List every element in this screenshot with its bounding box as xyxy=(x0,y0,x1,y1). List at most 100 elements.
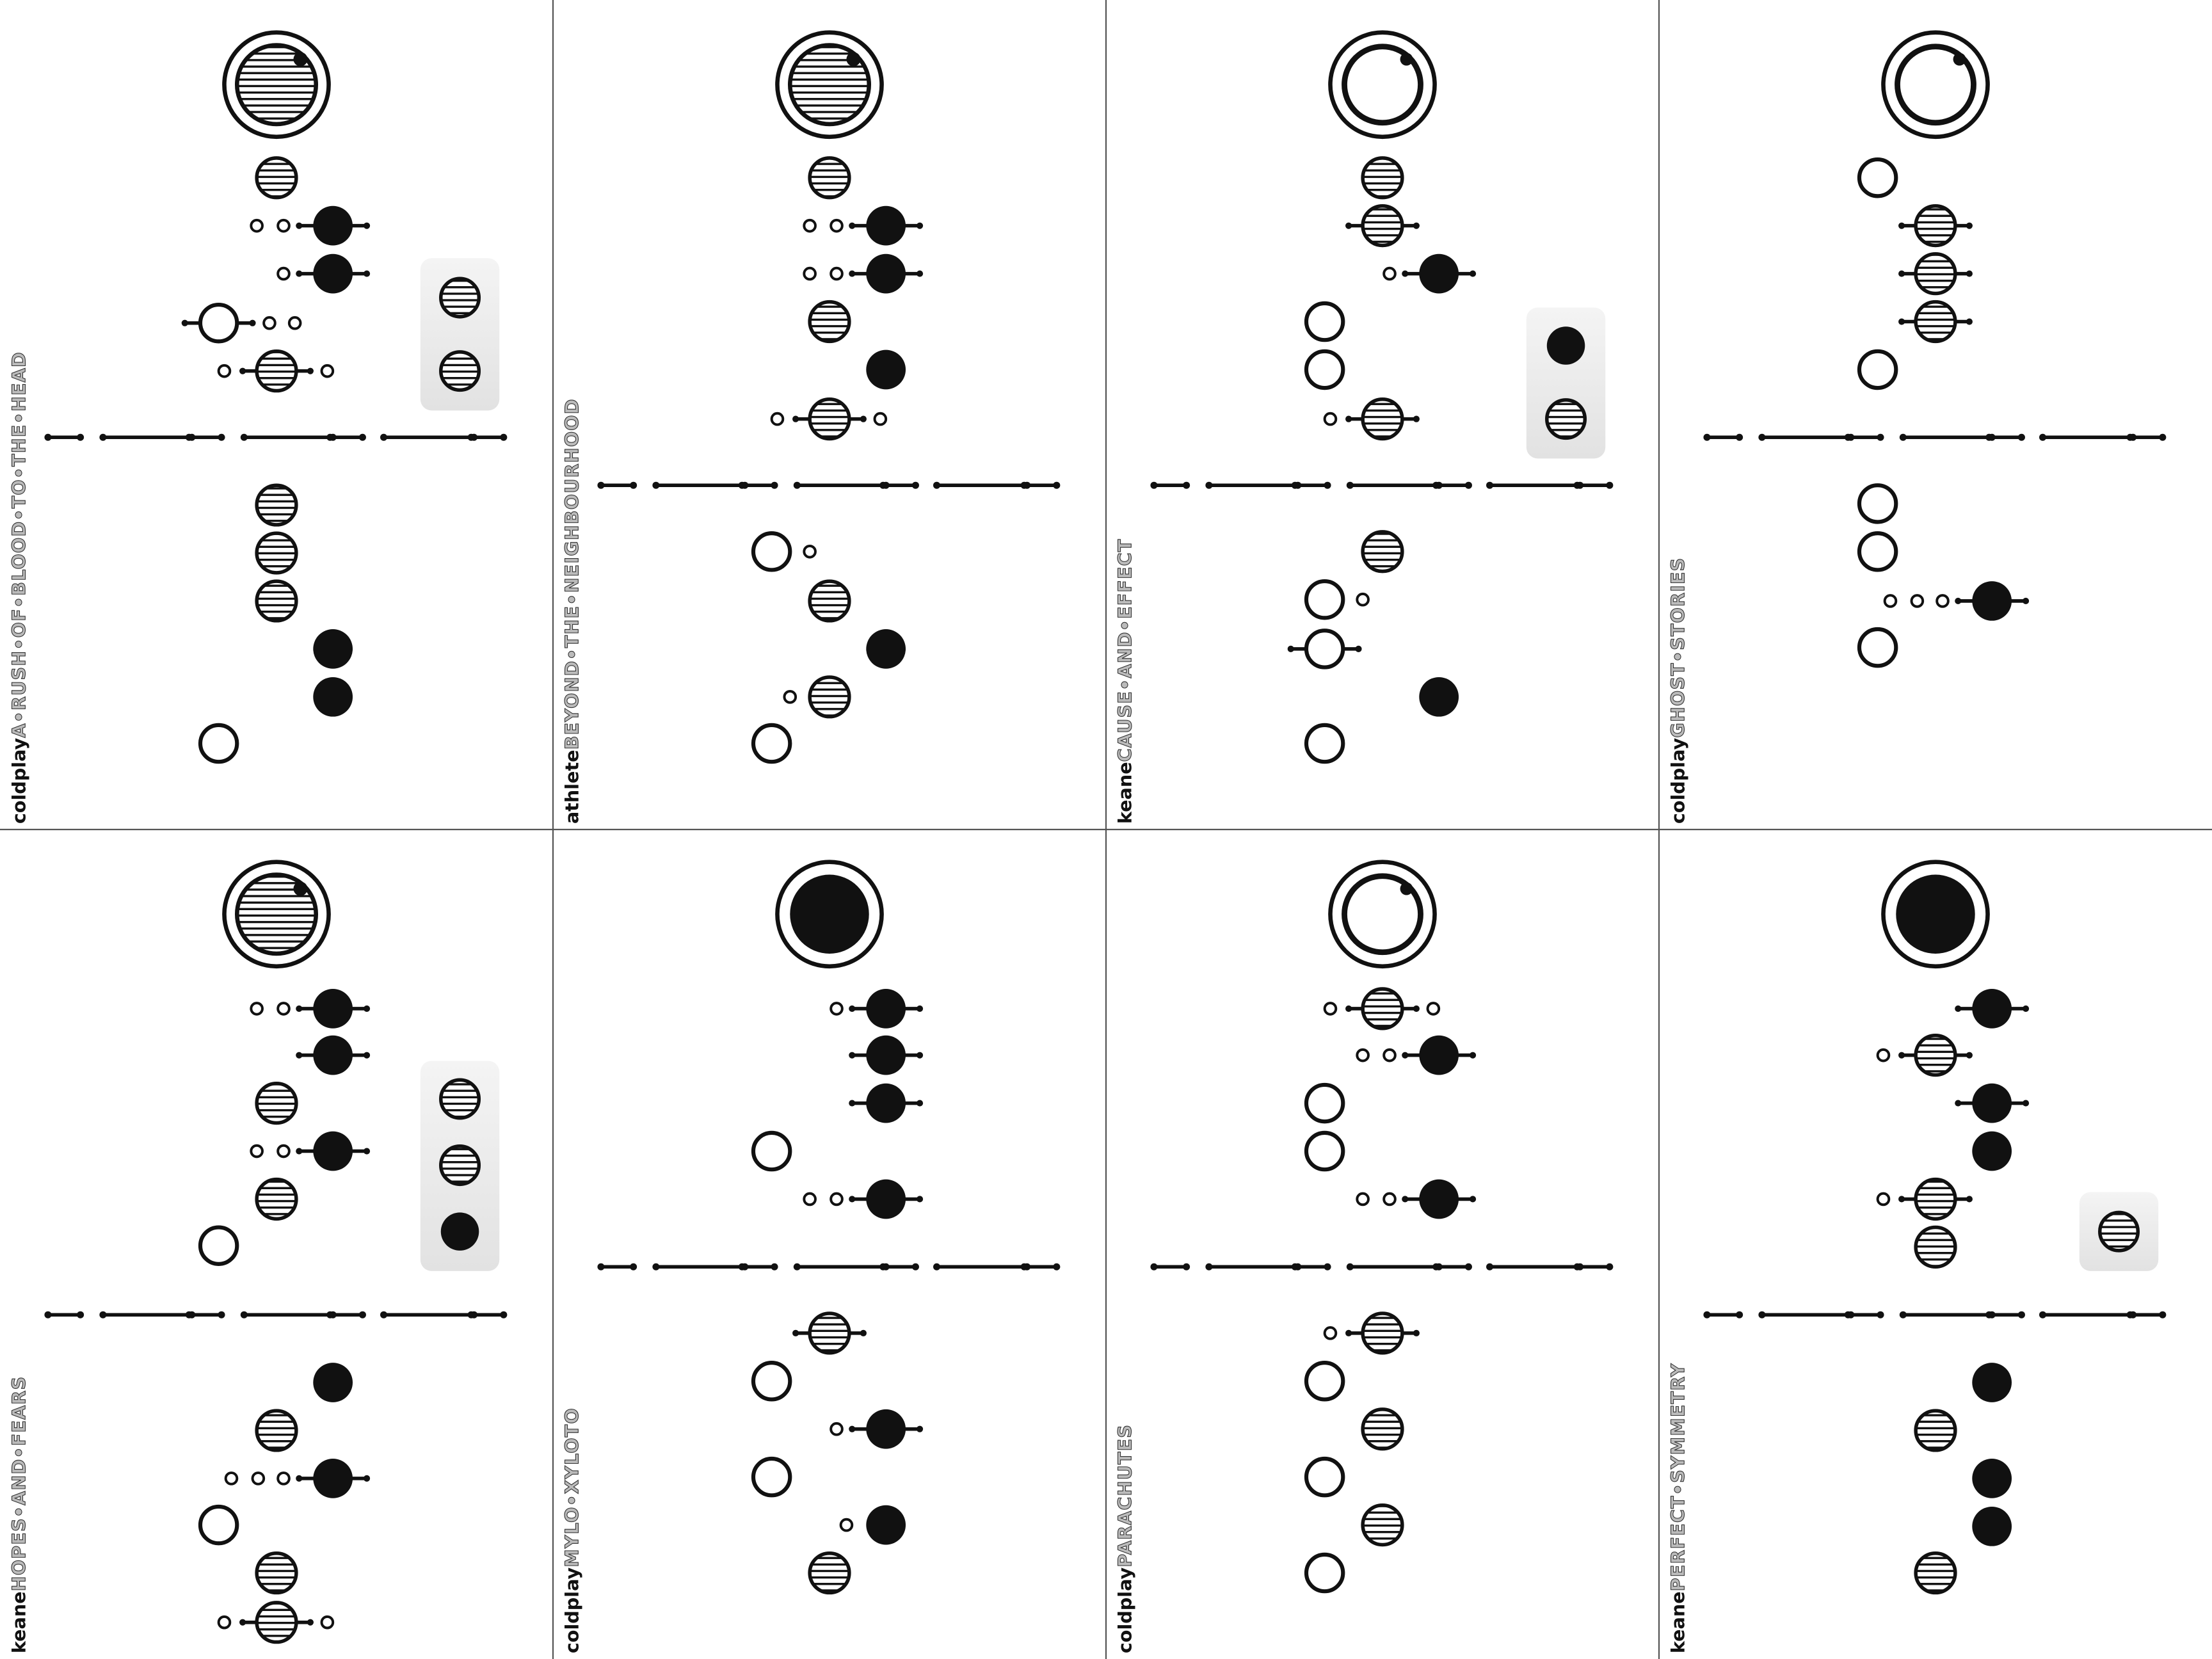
divider-end xyxy=(2159,1311,2167,1318)
track-striped xyxy=(439,1144,481,1187)
track-striped xyxy=(808,675,851,719)
track-striped xyxy=(1914,1551,1957,1595)
divider-end xyxy=(630,481,637,489)
album-card: coldplayPARACHUTES xyxy=(1114,860,1614,1653)
divider-end xyxy=(1291,1263,1299,1270)
divider-end xyxy=(1205,1263,1213,1270)
track-striped xyxy=(1914,204,1957,248)
track-open xyxy=(1857,349,1898,390)
album-label: coldplayPARACHUTES xyxy=(1114,1424,1136,1653)
track-striped xyxy=(255,1409,298,1452)
divider-end xyxy=(1573,481,1581,489)
album-dot xyxy=(293,52,308,67)
track-striped xyxy=(808,300,851,344)
track-line-end xyxy=(1469,1196,1477,1203)
track-filled xyxy=(313,1459,353,1498)
divider-end xyxy=(1150,1263,1158,1270)
track-dot xyxy=(276,218,291,233)
divider-end xyxy=(44,1311,52,1318)
divider-end xyxy=(2126,1311,2134,1318)
album-label: coldplayA•RUSH•OF•BLOOD•TO•THE•HEAD xyxy=(8,351,30,824)
track-filled xyxy=(313,205,353,246)
track-dot xyxy=(803,266,817,281)
track-line-end xyxy=(1287,645,1294,652)
track-line-end xyxy=(1966,1052,1973,1059)
album-title: MYLO•XYLOTO xyxy=(561,1407,583,1567)
track-filled xyxy=(313,253,353,294)
track-line-end xyxy=(1955,1100,1962,1107)
divider-end xyxy=(1606,1263,1614,1270)
track-striped xyxy=(255,579,298,623)
album-title: CAUSE•AND•EFFECT xyxy=(1114,539,1136,762)
divider-end xyxy=(911,1263,919,1270)
divider-end xyxy=(911,481,919,489)
track-line-end xyxy=(1402,1196,1409,1203)
track-line-end xyxy=(1966,1196,1973,1203)
album-dot xyxy=(293,881,308,896)
track-line-end xyxy=(307,1619,314,1626)
track-line-end xyxy=(1413,1329,1420,1336)
divider-end xyxy=(1877,1311,1884,1318)
divider-end xyxy=(879,481,887,489)
divider-end xyxy=(326,1311,334,1318)
track-dot xyxy=(803,1192,817,1206)
track-dot xyxy=(1382,1048,1397,1062)
track-dot xyxy=(262,316,276,330)
divider-end xyxy=(1324,481,1331,489)
track-open xyxy=(1857,627,1898,668)
divider-end xyxy=(933,481,941,489)
album-title: BEYOND•THE•NEIGHBOURHOOD xyxy=(561,398,583,749)
track-dot xyxy=(1883,594,1898,608)
divider-end xyxy=(2039,433,2047,441)
track-filled xyxy=(1419,1179,1459,1219)
divider-end xyxy=(500,433,508,441)
album-card: coldplayMYLO•XYLOTO xyxy=(561,860,1061,1653)
album-label: athleteBEYOND•THE•NEIGHBOURHOOD xyxy=(561,398,583,824)
track-dot xyxy=(1382,1192,1397,1206)
track-line-end xyxy=(916,1052,924,1059)
divider-end xyxy=(1053,1263,1061,1270)
track-dot xyxy=(830,1002,844,1016)
track-dot xyxy=(250,1002,264,1016)
track-striped xyxy=(1361,1311,1404,1355)
divider-end xyxy=(597,1263,605,1270)
track-open xyxy=(751,1361,792,1402)
divider-end xyxy=(1736,1311,1743,1318)
divider-end xyxy=(218,1311,225,1318)
divider-end xyxy=(2126,433,2134,441)
divider-end xyxy=(240,433,248,441)
track-open xyxy=(751,1130,792,1172)
track-line-end xyxy=(1345,222,1352,229)
track-dot xyxy=(251,1471,266,1486)
track-striped xyxy=(439,276,481,319)
track-dot xyxy=(1356,1048,1370,1062)
divider-end xyxy=(652,1263,660,1270)
divider-end xyxy=(1758,1311,1766,1318)
divider-end xyxy=(218,433,225,441)
track-dot xyxy=(287,316,302,330)
divider-end xyxy=(1844,1311,1852,1318)
divider-end xyxy=(467,433,475,441)
track-dot xyxy=(1323,412,1338,426)
track-dot xyxy=(276,1471,291,1486)
track-striped xyxy=(1361,987,1404,1030)
track-striped xyxy=(255,483,298,527)
track-open xyxy=(1857,157,1898,198)
track-filled xyxy=(1972,989,2012,1029)
track-line-end xyxy=(307,367,314,374)
divider-end xyxy=(1205,481,1213,489)
track-line-end xyxy=(1413,222,1420,229)
divider-end xyxy=(1346,481,1354,489)
track-line-end xyxy=(1966,270,1973,277)
track-line-end xyxy=(1469,1052,1477,1059)
track-dot xyxy=(1323,1326,1338,1340)
divider-end xyxy=(1432,1263,1440,1270)
track-striped xyxy=(1914,1409,1957,1452)
artist-name: keane xyxy=(1114,762,1136,824)
track-line-end xyxy=(363,1475,371,1482)
album-label: coldplayMYLO•XYLOTO xyxy=(561,1407,583,1653)
track-filled xyxy=(866,253,906,294)
track-filled xyxy=(866,989,906,1029)
album-dot xyxy=(846,52,861,67)
track-filled xyxy=(1546,326,1585,365)
